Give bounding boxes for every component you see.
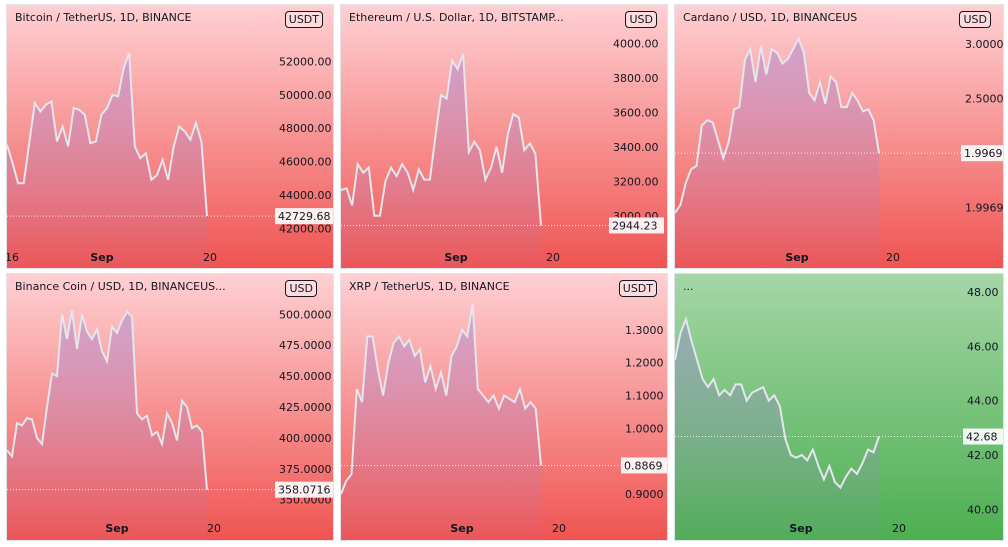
x-tick-label: 20 (892, 522, 906, 535)
chart-svg: 1.3000 1.2000 1.1000 1.0000 0.9000 0.8869 Sep 2… (341, 274, 667, 540)
last-price-tag: 42729.68 (275, 208, 333, 225)
y-tick-label: 3600.00 (613, 106, 659, 119)
x-tick-label: 20 (546, 251, 560, 264)
y-tick-label: 52000.00 (279, 55, 332, 68)
last-price-tag: 0.8869 (621, 457, 667, 474)
price-line (7, 310, 208, 490)
y-tick-label: 1.1000 (625, 390, 664, 403)
y-tick-label: 44000.00 (279, 189, 332, 202)
chart-title: Ethereum / U.S. Dollar, 1D, BITSTAMP... (349, 11, 564, 24)
price-area (675, 319, 879, 540)
y-tick-label: 46000.00 (279, 156, 332, 169)
x-tick-label: 20 (552, 522, 566, 535)
chart-title: Bitcoin / TetherUS, 1D, BINANCE (15, 11, 192, 24)
currency-badge[interactable]: USD (625, 11, 657, 28)
currency-badge[interactable]: USD (285, 280, 317, 297)
y-tick-label: 46.00 (967, 340, 999, 353)
last-price-tag: 2944.23 (609, 217, 664, 234)
y-tick-label: 50000.00 (279, 89, 332, 102)
chart-title: Cardano / USD, 1D, BINANCEUS (683, 11, 858, 24)
y-tick-label: 42000.00 (279, 222, 332, 235)
chart-widget-btc[interactable]: 52000.00 50000.00 48000.00 46000.00 44000.00… (6, 4, 334, 269)
chart-title: XRP / TetherUS, 1D, BINANCE (349, 280, 510, 293)
chart-svg: 500.0000 475.0000 450.0000 425.0000 400.0000… (7, 274, 333, 540)
price-line (341, 53, 542, 226)
y-tick-label: 1.2000 (625, 357, 664, 370)
svg-text:2944.23: 2944.23 (612, 219, 658, 232)
svg-text:0.8869: 0.8869 (624, 459, 663, 472)
y-tick-label: 48.00 (967, 286, 999, 299)
y-tick-label: 3200.00 (613, 175, 659, 188)
x-tick-label: Sep (450, 522, 473, 535)
price-area (341, 53, 541, 268)
chart-widget-ada[interactable]: 3.0000 2.5000 1.9969 1.9969 Sep 20 Cardano / … (674, 4, 1004, 269)
price-line (7, 52, 208, 217)
chart-svg: 52000.00 50000.00 48000.00 46000.00 44000.00… (7, 5, 333, 268)
price-area (7, 310, 207, 540)
svg-text:42.68: 42.68 (966, 431, 998, 444)
y-tick-label: 375.0000 (279, 463, 332, 476)
x-tick-label: 20 (886, 251, 900, 264)
y-tick-label: 0.9000 (625, 488, 664, 501)
chart-widget-bnb[interactable]: 500.0000 475.0000 450.0000 425.0000 400.0000… (6, 273, 334, 541)
y-tick-label: 1.9969 (965, 201, 1004, 214)
y-tick-label: 400.0000 (279, 432, 332, 445)
y-tick-label: 4000.00 (613, 37, 659, 50)
y-tick-label: 3.0000 (965, 38, 1004, 51)
x-tick-label: 20 (203, 251, 217, 264)
y-tick-label: 500.0000 (279, 308, 332, 321)
last-price-tag: 42.68 (963, 428, 1003, 445)
price-area (7, 53, 207, 268)
y-tick-label: 48000.00 (279, 122, 332, 135)
y-tick-label: 475.0000 (279, 339, 332, 352)
chart-svg: 48.00 46.00 44.00 42.00 40.00 42.68 Sep 20 (675, 274, 1003, 540)
price-area (341, 303, 541, 540)
x-tick-label: Sep (105, 522, 128, 535)
x-tick-label: Sep (444, 251, 467, 264)
chart-svg: 3.0000 2.5000 1.9969 1.9969 Sep 20 (675, 5, 1004, 268)
svg-text:1.9969: 1.9969 (964, 147, 1003, 160)
chart-svg: 4000.003800.003600.003400.003200.003000.… (341, 5, 667, 268)
chart-title: ... (683, 280, 694, 293)
y-tick-label: 2.5000 (965, 92, 1004, 105)
last-price-tag: 1.9969 (961, 145, 1003, 162)
x-tick-label: Sep (90, 251, 113, 264)
price-line (675, 35, 880, 214)
chart-widget-eth[interactable]: 4000.00 3800.00 3600.00 3400.00 3200.00 3000.… (340, 4, 668, 269)
y-tick-label: 450.0000 (279, 370, 332, 383)
currency-badge[interactable]: USD (959, 11, 991, 28)
y-tick-label: 3800.00 (613, 72, 659, 85)
x-tick-label: Sep (789, 522, 812, 535)
last-price-tag: 358.0716 (275, 481, 333, 498)
x-tick-label: 20 (207, 522, 221, 535)
y-tick-label: 425.0000 (279, 401, 332, 414)
price-line (341, 303, 542, 495)
currency-badge[interactable]: USDT (284, 11, 323, 28)
y-tick-label: 40.00 (967, 503, 999, 516)
svg-text:42729.68: 42729.68 (278, 210, 331, 223)
x-tick-label: 16 (7, 251, 19, 264)
y-tick-label: 42.00 (967, 449, 999, 462)
chart-widget-xrp[interactable]: 1.3000 1.2000 1.1000 1.0000 0.9000 0.8869 Sep 2… (340, 273, 668, 541)
y-tick-label: 3400.00 (613, 141, 659, 154)
price-line (675, 316, 880, 490)
y-tick-label: 1.0000 (625, 422, 664, 435)
chart-widget-extra[interactable]: 48.00 46.00 44.00 42.00 40.00 42.68 Sep 20 ... (674, 273, 1004, 541)
x-tick-label: Sep (785, 251, 808, 264)
currency-badge[interactable]: USDT (618, 280, 657, 297)
y-tick-label: 1.3000 (625, 324, 664, 337)
svg-text:358.0716: 358.0716 (278, 484, 331, 497)
chart-title: Binance Coin / USD, 1D, BINANCEUS... (15, 280, 226, 293)
y-tick-label: 44.00 (967, 395, 999, 408)
